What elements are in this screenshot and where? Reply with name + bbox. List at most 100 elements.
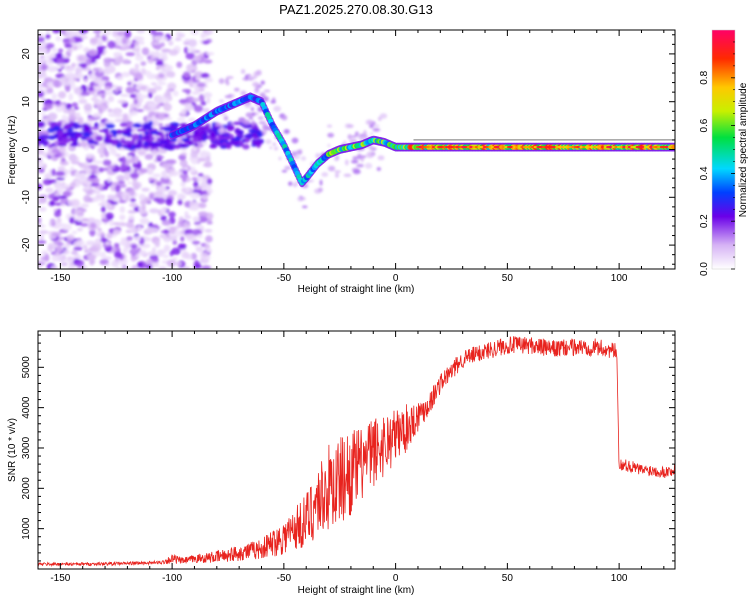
spectrogram-noise-cell — [125, 86, 136, 94]
spectrogram-noise-cell — [121, 43, 130, 50]
spectrogram-scatter-cell — [263, 89, 271, 93]
spectrogram-noise-cell — [176, 61, 183, 68]
spectrogram-noise-cell — [136, 225, 142, 232]
spectrogram-noise-cell — [79, 164, 88, 169]
spectrogram-noise-cell — [149, 30, 157, 35]
spectrogram-band-cell — [143, 135, 151, 140]
spectrogram-noise-cell — [169, 170, 180, 177]
spectrogram-noise-cell — [176, 261, 182, 267]
spectrogram-band-cell — [203, 131, 208, 136]
spectrogram-noise-cell — [39, 234, 45, 241]
spectrogram-band-cell — [38, 142, 42, 147]
spectrogram-noise-cell — [84, 185, 92, 191]
spectrogram-noise-cell — [121, 241, 128, 247]
spectrogram-scatter-cell — [229, 122, 234, 125]
spectrogram-band-cell — [98, 129, 106, 133]
colorbar-ticks: 0.0 0.2 0.4 0.6 0.8 — [699, 41, 735, 276]
spectrogram-noise-cell — [119, 259, 128, 266]
spectrogram-noise-cell — [163, 103, 172, 111]
spectrogram-noise-cell — [112, 181, 120, 186]
spectrogram-scatter-cell — [372, 128, 381, 132]
spectrogram-noise-cell — [71, 230, 78, 235]
spectrogram-noise-cell — [107, 176, 112, 183]
colorbar-label: Normalized spectral amplitude — [738, 82, 749, 217]
spectrogram-noise-cell — [45, 42, 55, 49]
spectrogram-scatter-cell — [301, 196, 306, 201]
snr-xtick-label: -50 — [277, 573, 292, 584]
spectrogram-band-cell — [121, 130, 129, 135]
spectrogram-noise-cell — [43, 77, 54, 84]
spectrogram-scatter-cell — [258, 121, 267, 125]
spectrogram-noise-cell — [192, 97, 201, 103]
spectrogram-noise-cell — [177, 199, 183, 206]
spectrogram-scatter-cell — [224, 95, 231, 99]
spectrogram-noise-cell — [93, 160, 103, 165]
spectrogram-noise-cell — [161, 48, 171, 53]
spectrogram-noise-cell — [198, 215, 208, 223]
spectrogram-noise-cell — [102, 30, 112, 36]
spectrogram-noise-cell — [88, 86, 95, 92]
spectrogram-noise-cell — [78, 99, 88, 104]
spectrogram-noise-cell — [133, 98, 138, 105]
spectrogram-noise-cell — [130, 256, 137, 262]
spectrogram-noise-cell — [205, 184, 212, 192]
spectrogram-band-cell — [111, 139, 120, 144]
spectrogram-noise-cell — [195, 246, 204, 253]
spectrogram-band-cell — [257, 132, 263, 138]
spectrogram-noise-cell — [128, 203, 139, 207]
spectrogram-noise-cell — [54, 100, 61, 105]
spectrogram-noise-cell — [50, 265, 58, 269]
spectrogram-noise-cell — [136, 262, 144, 268]
spectrogram-noise-cell — [110, 183, 117, 192]
spectrogram-noise-cell — [165, 198, 173, 206]
spectrogram-noise-cell — [101, 93, 106, 100]
spectrogram-noise-cell — [132, 264, 138, 269]
spectrogram-scatter-cell — [315, 153, 321, 159]
spectrogram-noise-cell — [63, 151, 69, 158]
spectrogram-noise-cell — [190, 166, 196, 174]
spectrogram-noise-cell — [129, 172, 140, 179]
spectrogram-scatter-cell — [327, 143, 331, 148]
spectrogram-noise-cell — [51, 221, 56, 227]
spectrogram-noise-cell — [204, 161, 213, 168]
spectrogram-noise-cell — [41, 40, 47, 48]
spectrogram-noise-cell — [181, 251, 190, 259]
spectrogram-noise-cell — [191, 75, 197, 81]
spectrogram-noise-cell — [79, 180, 88, 186]
ridge-core-cell — [670, 145, 675, 149]
spectrogram-noise-cell — [104, 150, 110, 158]
spectrogram-noise-cell — [38, 32, 45, 38]
spectrogram-band-cell — [109, 129, 118, 134]
spectrogram-noise-cell — [153, 85, 163, 91]
spectrogram-band-cell — [136, 128, 145, 132]
spectrogram-noise-cell — [55, 35, 62, 42]
spectrogram-noise-cell — [73, 240, 82, 248]
spectrogram-scatter-cell — [242, 77, 247, 81]
spectrogram-noise-cell — [119, 206, 126, 214]
spectrogram-noise-cell — [129, 189, 136, 197]
spectrogram-noise-cell — [49, 200, 55, 207]
spectrogram-noise-cell — [58, 48, 64, 53]
spectrogram-scatter-cell — [356, 163, 364, 168]
spectrogram-y-axis: -20 -10 0 10 20 — [21, 34, 675, 265]
spectrogram-noise-cell — [80, 203, 90, 208]
spectrogram-noise-cell — [70, 166, 75, 172]
spectrogram-noise-cell — [38, 168, 45, 173]
colorbar-gradient — [712, 30, 735, 269]
spectrogram-noise-cell — [38, 196, 47, 204]
spectrogram-noise-cell — [97, 123, 106, 129]
spectrogram-noise-cell — [57, 195, 68, 199]
spectrogram-noise-cell — [150, 55, 158, 60]
spectrogram-noise-cell — [163, 117, 173, 121]
spectrogram-noise-cell — [197, 173, 204, 177]
spectrogram-noise-cell — [147, 167, 154, 175]
spectrogram-scatter-cell — [352, 169, 361, 175]
spectrogram-noise-cell — [69, 110, 75, 115]
spectrogram-noise-cell — [138, 210, 148, 215]
spectrogram-scatter-cell — [273, 105, 282, 112]
spectrogram-noise-cell — [51, 148, 59, 154]
spectrogram-scatter-cell — [257, 116, 264, 120]
spectrogram-noise-cell — [62, 190, 72, 197]
spectrogram-noise-cell — [114, 89, 119, 93]
spectrogram-noise-cell — [89, 258, 95, 266]
